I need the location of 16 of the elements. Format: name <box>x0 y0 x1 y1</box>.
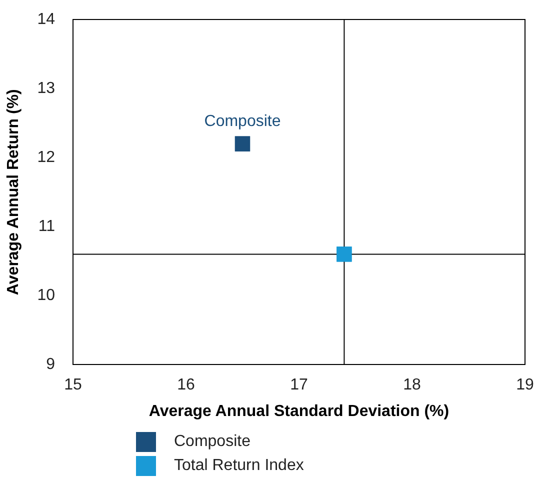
y-tick-label: 9 <box>46 356 56 374</box>
y-tick-label: 12 <box>37 149 56 166</box>
legend-label: Composite <box>174 433 250 451</box>
legend-label: Total Return Index <box>174 457 304 475</box>
x-tick-label: 18 <box>403 376 421 394</box>
x-tick-label: 17 <box>290 376 308 394</box>
y-tick-label: 13 <box>37 80 56 98</box>
x-tick-label: 16 <box>177 376 195 394</box>
annotation: Composite <box>204 113 281 130</box>
y-axis-title: Average Annual Return (%) <box>5 89 22 296</box>
x-axis-title: Average Annual Standard Deviation (%) <box>148 402 450 420</box>
y-tick-label: 11 <box>38 218 56 236</box>
x-tick-label: 15 <box>64 376 82 394</box>
x-tick-label: 19 <box>516 376 534 394</box>
y-tick-label: 14 <box>37 11 56 28</box>
y-tick-label: 10 <box>37 287 56 304</box>
